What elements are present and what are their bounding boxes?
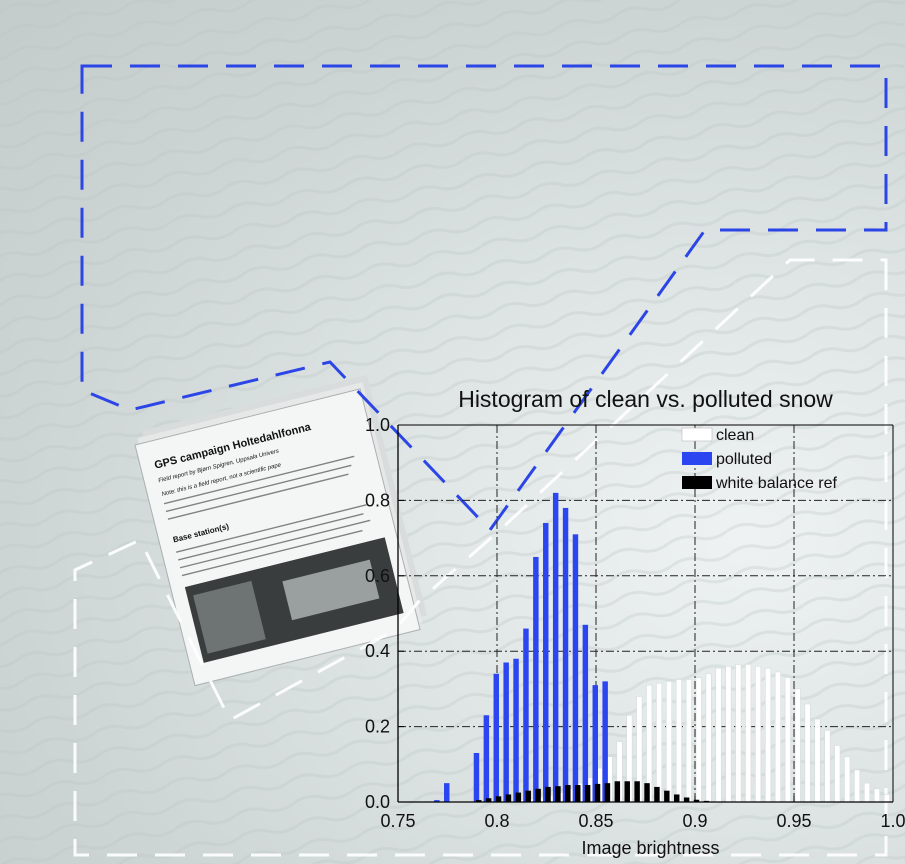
x-tick-label: 0.8 xyxy=(484,811,509,831)
bar-polluted xyxy=(523,628,529,802)
legend-swatch-polluted xyxy=(682,452,712,465)
bar-white-balance-ref xyxy=(545,786,551,802)
bar-white-balance-ref xyxy=(664,790,670,802)
bar-white-balance-ref xyxy=(565,785,571,802)
bar-clean xyxy=(814,718,821,803)
legend: clean polluted white balance ref xyxy=(681,427,838,492)
field-report-paper: GPS campaign Holtedahlfonna Field report… xyxy=(134,374,427,687)
legend-swatch-white-balance-ref xyxy=(682,476,712,489)
x-tick-label: 1.0 xyxy=(880,811,905,831)
x-tick-label: 0.95 xyxy=(776,811,811,831)
bar-clean xyxy=(695,677,702,803)
bar-white-balance-ref xyxy=(584,785,591,802)
legend-label-white-balance-ref: white balance ref xyxy=(715,475,838,492)
legend-swatch-clean xyxy=(681,427,713,442)
bar-polluted xyxy=(434,800,440,802)
bar-white-balance-ref xyxy=(485,798,492,802)
bar-clean xyxy=(685,679,692,803)
bar-clean xyxy=(834,745,841,803)
bar-white-balance-ref xyxy=(624,781,630,802)
bar-polluted xyxy=(533,556,539,802)
bar-clean xyxy=(764,667,772,803)
chart-title: Histogram of clean vs. polluted snow xyxy=(458,386,833,412)
bar-clean xyxy=(755,665,762,803)
bar-white-balance-ref xyxy=(634,781,640,802)
bar-clean xyxy=(665,681,673,803)
bar-clean xyxy=(675,679,682,803)
bar-white-balance-ref xyxy=(525,790,531,802)
bar-polluted xyxy=(543,523,549,802)
x-tick-label: 0.85 xyxy=(578,811,613,831)
bar-polluted xyxy=(592,685,598,802)
bar-white-balance-ref xyxy=(654,786,660,802)
bar-clean xyxy=(745,664,752,803)
axes xyxy=(397,424,894,803)
bar-white-balance-ref xyxy=(575,785,581,802)
bar-white-balance-ref xyxy=(515,792,522,802)
bar-clean xyxy=(725,665,732,803)
bar-clean xyxy=(824,730,831,803)
bar-polluted xyxy=(483,715,490,802)
bar-white-balance-ref xyxy=(555,786,561,802)
bar-polluted xyxy=(493,673,499,802)
bar-polluted xyxy=(562,507,569,802)
bar-white-balance-ref xyxy=(614,781,621,802)
y-tick-label: 1.0 xyxy=(365,415,390,435)
bar-clean xyxy=(784,677,791,803)
y-tick-label: 0.8 xyxy=(365,490,390,510)
bars xyxy=(434,492,890,803)
bar-clean xyxy=(715,667,722,803)
y-tick-label: 0.4 xyxy=(365,641,390,661)
bar-polluted xyxy=(552,492,559,802)
bar-clean xyxy=(804,703,811,803)
bar-white-balance-ref xyxy=(495,796,502,802)
bar-polluted xyxy=(503,662,509,802)
bar-white-balance-ref xyxy=(674,794,680,802)
bar-clean xyxy=(656,682,663,803)
x-axis-label: Image brightness xyxy=(581,838,719,858)
bar-white-balance-ref xyxy=(594,783,601,802)
bar-clean xyxy=(844,756,851,803)
bar-clean xyxy=(794,688,801,803)
bar-clean xyxy=(705,673,712,803)
blue-dashed-region xyxy=(80,64,888,533)
bar-clean xyxy=(873,788,880,803)
bar-white-balance-ref xyxy=(476,800,482,802)
white-dashed-region xyxy=(73,258,888,857)
bar-polluted xyxy=(572,534,579,802)
bar-clean xyxy=(774,671,781,803)
y-tick-label: 0.2 xyxy=(365,717,390,737)
bar-clean xyxy=(883,794,890,803)
legend-label-polluted: polluted xyxy=(716,451,772,468)
bar-clean xyxy=(854,769,861,803)
bar-polluted xyxy=(602,681,608,802)
bar-polluted xyxy=(444,783,450,802)
x-tick-label: 0.75 xyxy=(380,811,415,831)
bar-white-balance-ref xyxy=(693,799,700,802)
bar-polluted xyxy=(473,752,480,802)
bar-white-balance-ref xyxy=(505,794,512,802)
bar-polluted xyxy=(582,624,589,802)
y-tick-label: 0.6 xyxy=(365,566,390,586)
bar-white-balance-ref xyxy=(644,783,650,802)
bar-white-balance-ref xyxy=(604,783,611,802)
bar-clean xyxy=(735,664,742,803)
bar-polluted xyxy=(513,658,519,802)
y-tick-label: 0.0 xyxy=(365,792,390,812)
x-tick-label: 0.9 xyxy=(682,811,707,831)
tick-labels: 0.75 0.8 0.85 0.9 0.95 1.0 0.0 0.2 0.4 0.6 0.8 1.0 xyxy=(365,415,905,831)
bar-clean xyxy=(863,782,871,803)
legend-label-clean: clean xyxy=(716,427,754,444)
bar-white-balance-ref xyxy=(683,797,690,802)
bar-white-balance-ref xyxy=(535,788,541,802)
